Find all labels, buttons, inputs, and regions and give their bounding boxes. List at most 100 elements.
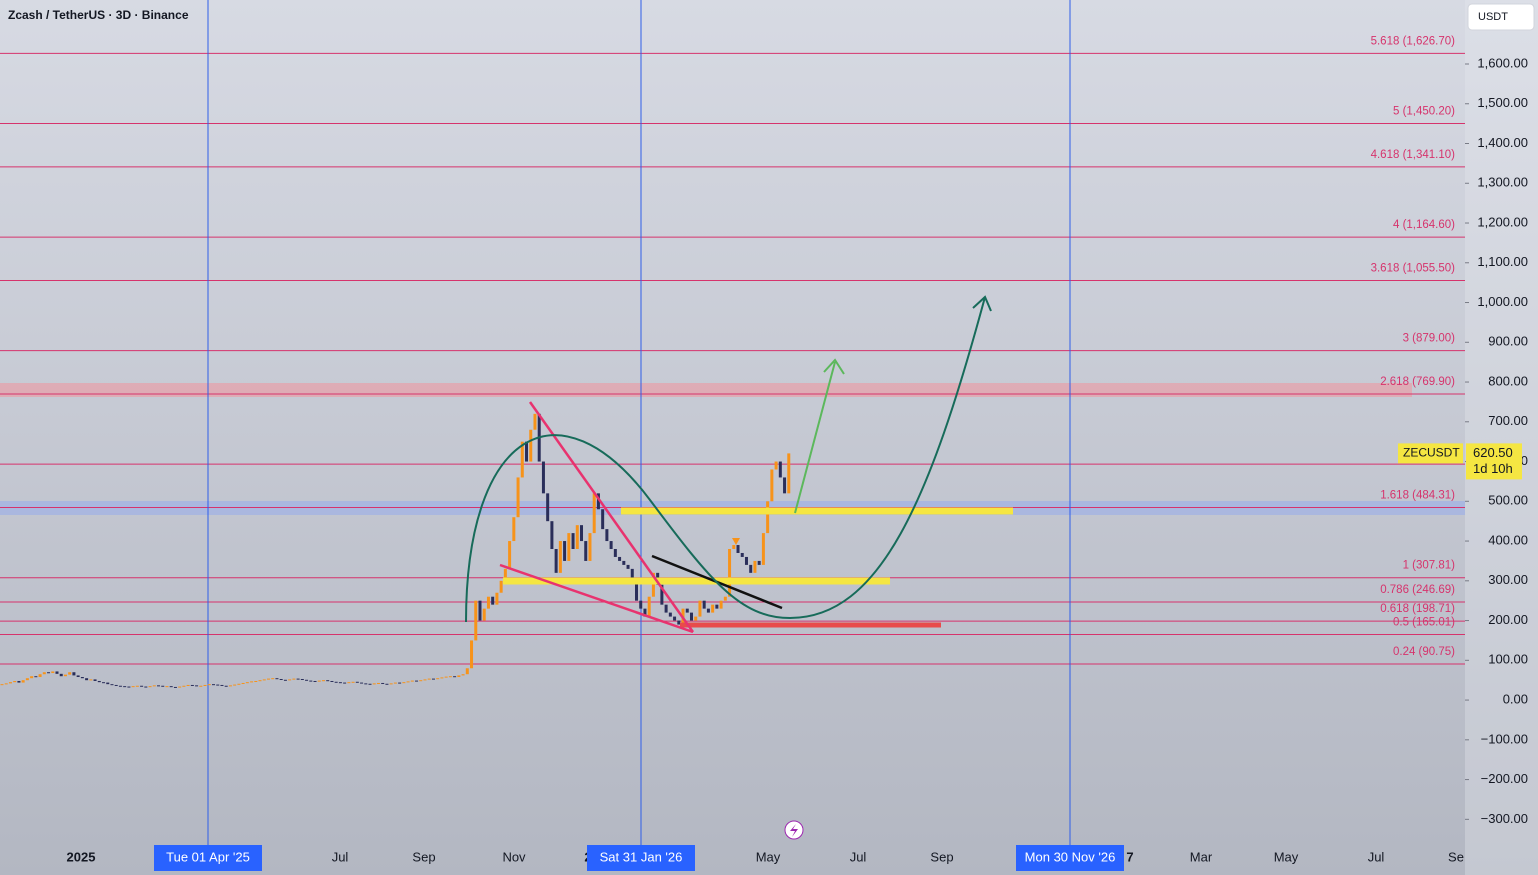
fib-label: 4 (1,164.60) — [1393, 219, 1455, 231]
candle — [787, 453, 791, 494]
axis-layer: 1,600.00 1,500.00 1,400.00 1,300.00 1,200.00… — [67, 55, 1528, 871]
candle — [529, 429, 533, 462]
y-tick-label: 1,500.00 — [1477, 95, 1528, 110]
candle — [478, 600, 482, 621]
candle — [102, 682, 106, 684]
candle — [448, 676, 452, 678]
candle — [262, 679, 266, 681]
candle — [491, 596, 495, 605]
wedge-line — [499, 563, 694, 634]
candle — [347, 682, 351, 684]
candle — [702, 600, 706, 609]
candle — [444, 676, 448, 678]
fib-label: 0.24 (90.75) — [1393, 646, 1455, 658]
candle — [749, 564, 753, 573]
x-tick-label: Se — [1448, 849, 1464, 864]
candle — [343, 682, 347, 684]
arrow-head — [972, 295, 992, 312]
candle — [131, 686, 135, 688]
candle — [283, 679, 287, 681]
y-tick-label: 200.00 — [1488, 612, 1528, 627]
candle — [778, 461, 782, 478]
candle — [723, 596, 727, 601]
currency-button[interactable] — [1467, 3, 1535, 31]
candle — [715, 604, 719, 609]
candle — [309, 680, 313, 682]
candle — [59, 673, 63, 677]
y-tick-label: 1,600.00 — [1477, 55, 1528, 70]
y-tick-label: 500.00 — [1488, 493, 1528, 508]
candle — [601, 509, 605, 530]
date-marker-box — [1016, 845, 1124, 871]
candle — [4, 683, 8, 685]
candle — [567, 533, 571, 561]
candle — [588, 533, 592, 561]
candle — [592, 493, 596, 534]
candle — [698, 600, 702, 617]
candle — [195, 685, 199, 687]
y-tick-label: −200.00 — [1481, 771, 1528, 786]
candle — [360, 682, 364, 684]
candle — [275, 678, 279, 680]
x-tick-label: 7 — [1126, 849, 1133, 864]
candles — [0, 413, 791, 688]
cup-curve — [465, 296, 986, 623]
candle — [503, 568, 507, 581]
candle — [364, 683, 368, 685]
candle — [651, 572, 655, 597]
candle — [178, 686, 182, 688]
candle — [558, 541, 562, 573]
candle — [313, 680, 317, 682]
candle — [326, 680, 330, 682]
candle — [753, 560, 757, 573]
candle — [38, 674, 42, 678]
candle — [93, 679, 97, 681]
candle — [495, 592, 499, 605]
date-marker-label: Mon 30 Nov '26 — [1025, 849, 1116, 864]
candle — [694, 616, 698, 621]
date-marker-label: Sat 31 Jan '26 — [600, 849, 683, 864]
candle — [630, 568, 634, 581]
candle — [541, 461, 545, 494]
candle — [317, 680, 321, 682]
candle — [393, 682, 397, 684]
candle — [563, 541, 567, 561]
candle — [165, 686, 169, 688]
candle — [613, 549, 617, 557]
candle — [499, 580, 503, 593]
candle — [415, 680, 419, 682]
fib-label: 2.618 (769.90) — [1380, 376, 1455, 388]
candle — [207, 684, 211, 686]
candle — [63, 674, 67, 677]
fib-label: 4.618 (1,341.10) — [1371, 149, 1456, 161]
currency-label: USDT — [1478, 11, 1508, 23]
candle — [740, 552, 744, 557]
price-axis-pane — [1465, 0, 1538, 875]
candle — [757, 560, 761, 565]
candle — [228, 685, 232, 687]
candle — [17, 680, 21, 683]
candle — [8, 682, 12, 684]
candle — [609, 541, 613, 550]
fib-label: 0.618 (198.71) — [1380, 603, 1455, 615]
fib-label: 3 (879.00) — [1403, 333, 1456, 345]
fib-label: 0.5 (165.01) — [1393, 616, 1455, 628]
candle — [144, 686, 148, 688]
candle — [72, 672, 76, 676]
candle — [550, 521, 554, 550]
date-marker-box — [587, 845, 695, 871]
candle — [406, 681, 410, 683]
candle — [783, 477, 787, 494]
y-tick-label: 800.00 — [1488, 373, 1528, 388]
candle — [68, 672, 72, 675]
y-tick-label: 700.00 — [1488, 413, 1528, 428]
fib-label: 5.618 (1,626.70) — [1371, 35, 1456, 47]
candle — [660, 584, 664, 605]
candle — [376, 682, 380, 684]
candle — [271, 678, 275, 680]
fib-label: 5 (1,450.20) — [1393, 106, 1455, 118]
marker-triangle — [732, 538, 740, 545]
countdown: 1d 10h — [1473, 461, 1513, 476]
